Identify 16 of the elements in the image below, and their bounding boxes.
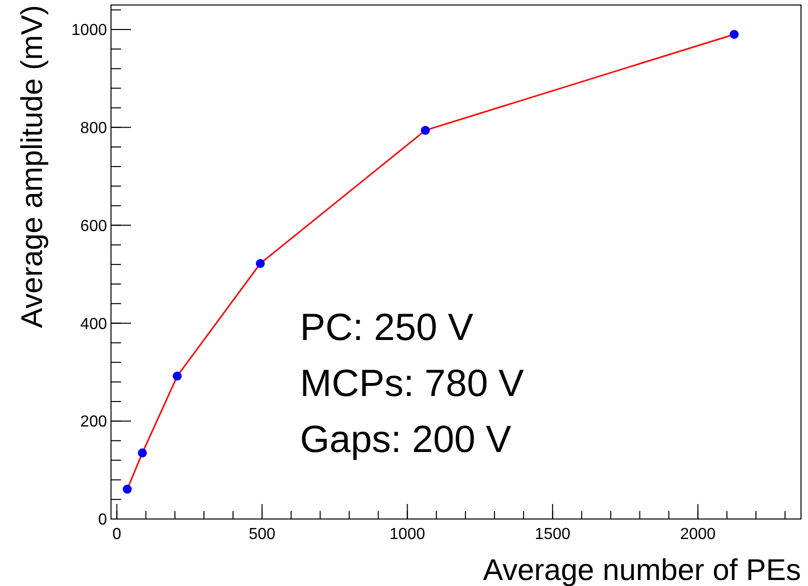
- x-axis-title: Average number of PEs: [483, 554, 801, 586]
- x-tick-label: 0: [112, 526, 122, 543]
- x-tick-label: 500: [248, 526, 276, 543]
- y-tick-label: 400: [80, 316, 108, 333]
- x-tick-label: 1500: [534, 526, 570, 543]
- y-tick-label: 200: [80, 414, 108, 431]
- y-tick-label: 600: [80, 218, 108, 235]
- y-axis-title: Average amplitude (mV): [16, 5, 49, 328]
- annotation: Gaps: 200 V: [300, 419, 512, 461]
- y-tick-label: 0: [98, 512, 108, 529]
- y-tick-label: 1000: [71, 22, 108, 40]
- x-tick-label: 1000: [390, 526, 426, 543]
- annotation: PC: 250 V: [300, 307, 474, 349]
- annotation: MCPs: 780 V: [300, 363, 525, 405]
- x-tick-label: 2000: [680, 526, 716, 543]
- y-tick-label: 800: [80, 120, 108, 137]
